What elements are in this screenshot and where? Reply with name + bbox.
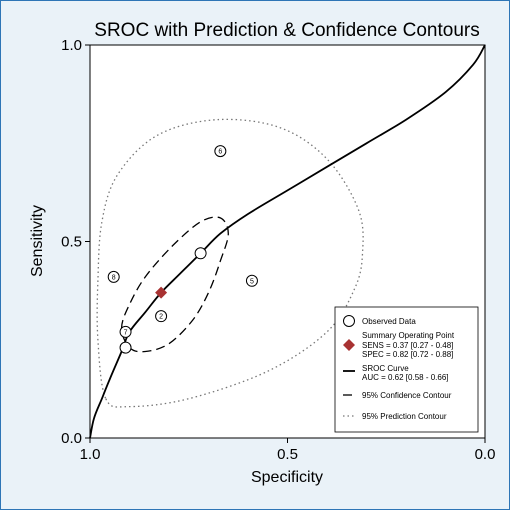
- observed-point: [214, 145, 227, 158]
- legend-observed-label: Observed Data: [362, 317, 416, 326]
- legend-summary-line: SENS = 0.37 [0.27 - 0.48]: [362, 341, 453, 350]
- x-axis-label: Specificity: [251, 469, 323, 486]
- chart-title: SROC with Prediction & Confidence Contou…: [94, 20, 479, 41]
- legend-summary-symbol: [343, 339, 355, 351]
- observed-point: [119, 325, 132, 338]
- y-tick-label: 0.0: [61, 430, 82, 447]
- legend-sroc-auc: AUC = 0.62 [0.58 - 0.66]: [362, 373, 449, 382]
- legend-box: [334, 306, 479, 433]
- legend: Observed Data Summary Operating PointSENS…: [334, 306, 479, 433]
- summary-point: [155, 286, 168, 299]
- legend-confidence-label: 95% Confidence Contour: [362, 391, 452, 400]
- y-tick-label: 1.0: [61, 37, 82, 54]
- observed-point-label: 7: [124, 329, 128, 336]
- confidence-contour: [120, 216, 229, 353]
- prediction-contour: [96, 118, 364, 408]
- y-axis-label: Sensitivity: [29, 205, 46, 277]
- legend-summary-label: Summary Operating Point: [362, 331, 455, 340]
- x-tick-label: 0.0: [475, 446, 496, 463]
- observed-point: [155, 310, 168, 323]
- x-tick-label: 0.5: [277, 446, 298, 463]
- observed-point-label: 6: [218, 149, 222, 156]
- legend-sroc-label: SROC Curve: [362, 364, 409, 373]
- observed-point: [194, 247, 207, 260]
- legend-summary-line: SPEC = 0.82 [0.72 - 0.88]: [362, 350, 453, 359]
- observed-point-label: 5: [250, 278, 254, 285]
- observed-points: 6 5 8 2 7: [107, 145, 258, 354]
- legend-prediction-label: 95% Prediction Contour: [362, 412, 447, 421]
- observed-point: [245, 274, 258, 287]
- observed-point: [107, 270, 120, 283]
- observed-point-label: 8: [112, 274, 116, 281]
- legend-observed-symbol: [343, 315, 355, 327]
- x-tick-label: 1.0: [80, 446, 101, 463]
- observed-point-label: 2: [159, 314, 163, 321]
- observed-point: [119, 341, 132, 354]
- axis-ticks: 1.0 0.5 0.0 0.0 0.5 1.0: [61, 37, 495, 463]
- y-tick-label: 0.5: [61, 234, 82, 251]
